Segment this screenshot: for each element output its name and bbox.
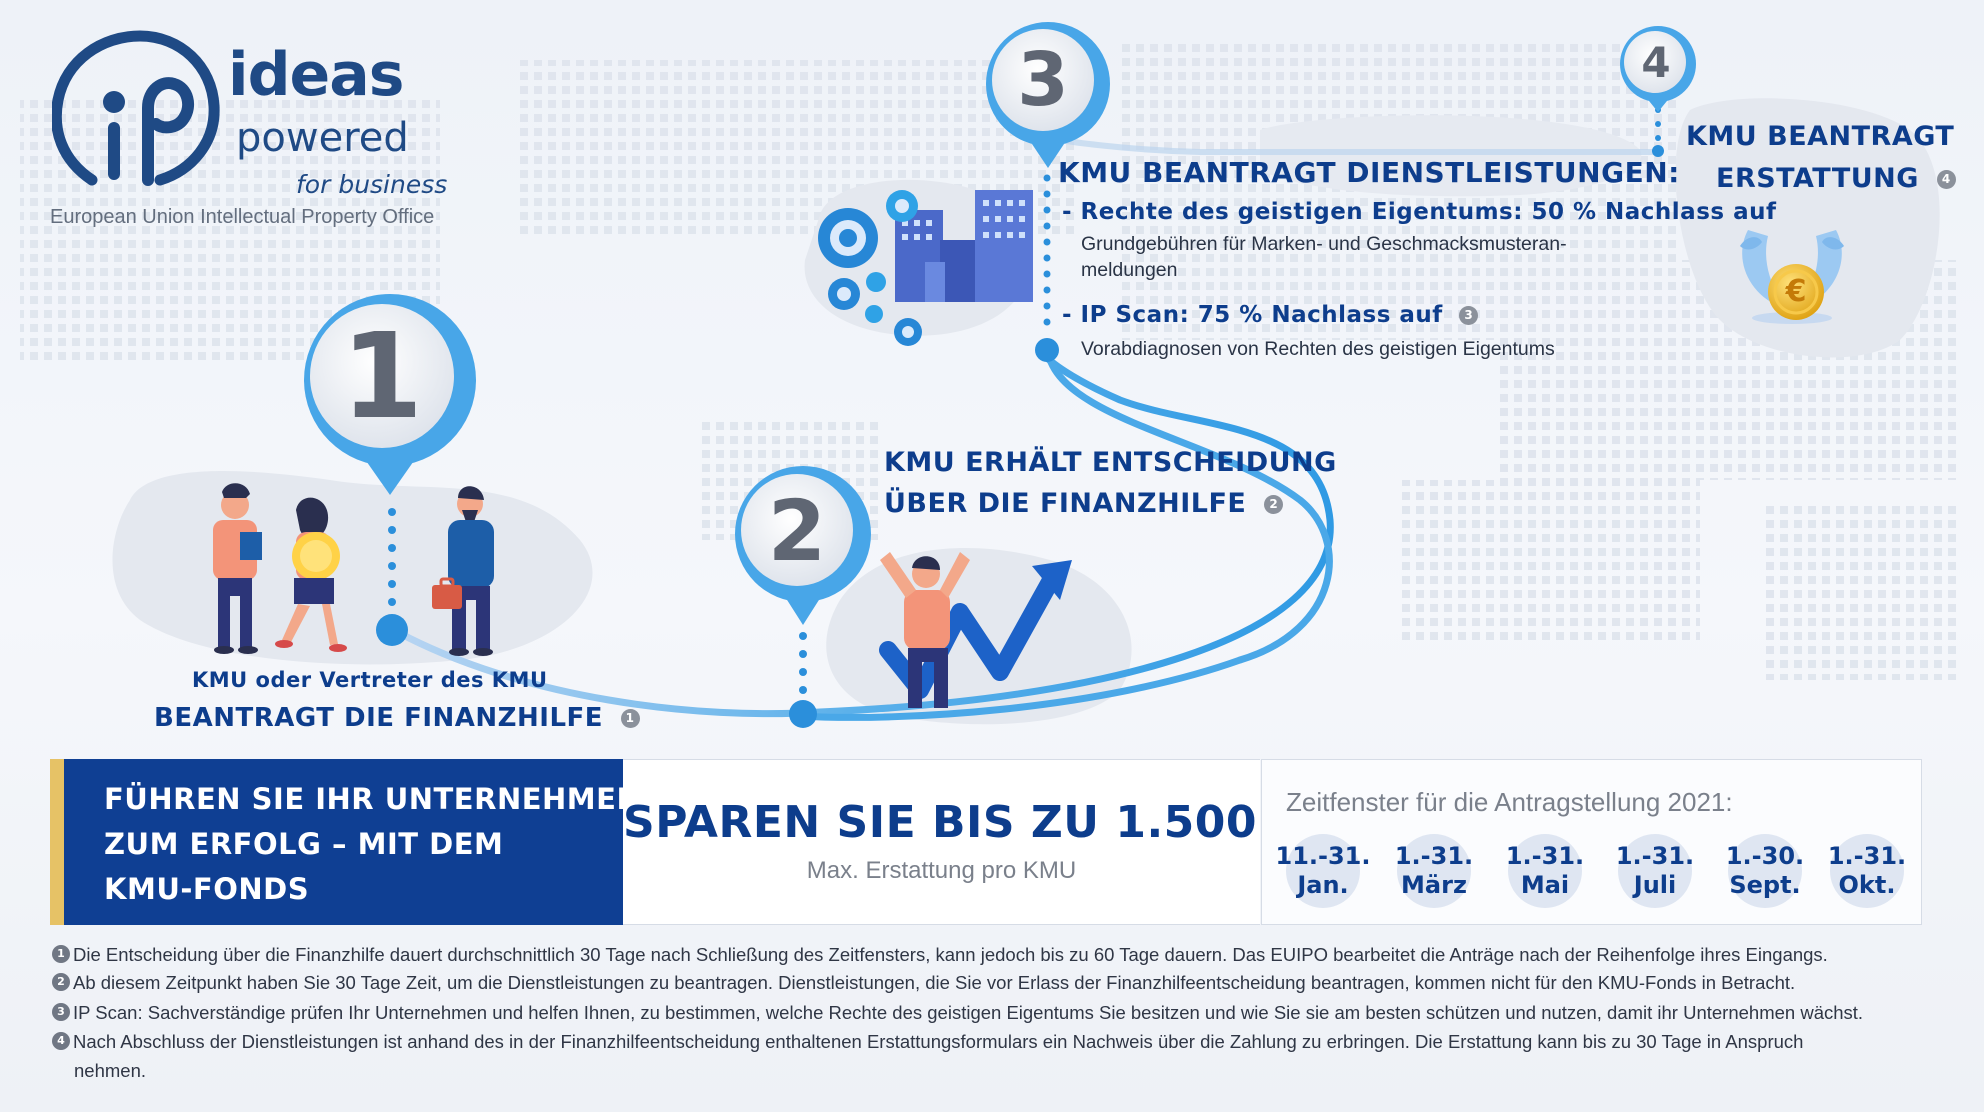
coin-illustration: [1740, 230, 1844, 324]
footnote-2: 2 Ab diesem Zeitpunkt haben Sie 30 Tage Z…: [52, 968, 1795, 997]
window-jan-month: Jan.: [1297, 871, 1349, 899]
window-okt-dates: 1.-31.: [1827, 842, 1907, 870]
window-circle-5: [1728, 834, 1802, 908]
step-2-line2: ÜBER DIE FINANZHILFE 2: [884, 487, 1284, 521]
step-1-line2: BEANTRAGT DIE FINANZHILFE 1: [154, 701, 640, 735]
step-1-line1: KMU oder Vertreter des KMU: [192, 668, 548, 692]
footnote-3-badge: 3: [1459, 306, 1479, 325]
step-4-line2: ERSTATTUNG 4: [1716, 162, 1956, 196]
pin-1-shape: [304, 294, 476, 495]
footnote-1-number: 1: [52, 945, 70, 964]
step-1-number: 1: [340, 307, 424, 445]
window-mai-dates: 1.-31.: [1505, 842, 1585, 870]
footnote-4-text: Nach Abschluss der Dienstleistungen ist …: [73, 1031, 1804, 1052]
logo-word-powered: powered: [236, 115, 409, 161]
window-maerz-month: März: [1401, 871, 1467, 899]
ideas-powered-logo-icon: [52, 30, 220, 186]
step-3-heading: KMU BEANTRAGT DIENSTLEISTUNGEN:: [1058, 156, 1680, 189]
euro-coin-symbol: €: [1785, 274, 1807, 309]
window-circle-3: [1508, 834, 1582, 908]
window-circle-1: [1286, 834, 1360, 908]
logo-org-name: European Union Intellectual Property Off…: [50, 206, 435, 228]
window-juli-month: Juli: [1633, 871, 1677, 899]
footnote-3-text: IP Scan: Sachverständige prüfen Ihr Unte…: [73, 1002, 1864, 1023]
step-3-item2-line1: Vorabdiagnosen von Rechten des geistigen…: [1081, 338, 1555, 360]
window-sept: 1.-30. Sept.: [1710, 842, 1820, 900]
step-4-number: 4: [1641, 38, 1671, 87]
slogan-line2: ZUM ERFOLG – MIT DEM: [104, 827, 504, 861]
footnote-4-continued: nehmen.: [74, 1060, 146, 1081]
step-3-item1-head: - Rechte des geistigen Eigentums: 50 % N…: [1062, 199, 1777, 225]
window-circle-6: [1830, 834, 1904, 908]
people-illustration: [213, 483, 494, 656]
step-3-item1-line1: Grundgebühren für Marken- und Geschmacks…: [1081, 233, 1567, 255]
step-3-item2-head-text: - IP Scan: 75 % Nachlass auf: [1062, 302, 1443, 328]
window-sept-dates: 1.-30.: [1725, 842, 1805, 870]
pin-3-shape: [986, 22, 1110, 168]
window-circle-4: [1618, 834, 1692, 908]
step-2-line2-text: ÜBER DIE FINANZHILFE: [884, 488, 1247, 519]
banner-savings-panel: SPAREN SIE BIS ZU 1.500 € Max. Erstattun…: [623, 759, 1304, 925]
footnote-3-number: 3: [52, 1003, 70, 1022]
step-2-number: 2: [767, 482, 827, 580]
footnote-1: 1 Die Entscheidung über die Finanzhilfe d…: [52, 940, 1828, 969]
window-circle-2: [1397, 834, 1471, 908]
footnote-1-badge: 1: [620, 709, 640, 728]
banner-slogan-panel: FÜHREN SIE IHR UNTERNEHMEN ZUM ERFOLG – …: [50, 759, 641, 925]
pin-4-shape: [1620, 26, 1696, 112]
step-4-line1: KMU BEANTRAGT: [1686, 121, 1955, 152]
footnote-2-number: 2: [52, 973, 70, 992]
window-maerz: 1.-31. März: [1379, 842, 1489, 900]
step-3-item2-head: - IP Scan: 75 % Nachlass auf 3: [1062, 300, 1479, 330]
window-juli-dates: 1.-31.: [1615, 842, 1695, 870]
windows-title: Zeitfenster für die Antragstellung 2021:: [1286, 787, 1733, 817]
footnote-3: 3 IP Scan: Sachverständige prüfen Ihr Unt…: [52, 998, 1863, 1027]
slogan-line1: FÜHREN SIE IHR UNTERNEHMEN: [104, 782, 642, 816]
success-illustration: [879, 552, 1072, 708]
window-maerz-dates: 1.-31.: [1394, 842, 1474, 870]
window-mai-month: Mai: [1520, 871, 1570, 899]
window-okt-month: Okt.: [1838, 871, 1896, 899]
bottom-banner: FÜHREN SIE IHR UNTERNEHMEN ZUM ERFOLG – …: [50, 759, 1922, 925]
footnote-1-text: Die Entscheidung über die Finanzhilfe da…: [73, 944, 1828, 965]
window-jan: 11.-31. Jan.: [1268, 842, 1378, 900]
step-1-line2-text: BEANTRAGT DIE FINANZHILFE: [154, 703, 604, 733]
step-3-number: 3: [1017, 37, 1069, 123]
window-sept-month: Sept.: [1729, 871, 1801, 899]
savings-title: SPAREN SIE BIS ZU 1.500 €: [623, 797, 1304, 848]
window-okt: 1.-31. Okt.: [1812, 842, 1922, 900]
footnote-2-badge: 2: [1264, 495, 1284, 514]
window-jan-dates: 11.-31.: [1275, 842, 1371, 870]
pin-2-shape: [735, 466, 871, 625]
step-2-line1: KMU ERHÄLT ENTSCHEIDUNG: [884, 447, 1337, 478]
buildings-gears-illustration: [818, 190, 1033, 346]
logo-word-ideas: ideas: [228, 40, 404, 110]
footnote-4-badge: 4: [1936, 170, 1956, 189]
footnote-4: 4 Nach Abschluss der Dienstleistungen ist…: [52, 1027, 1803, 1056]
footnote-4-number: 4: [52, 1032, 70, 1051]
footnote-2-text: Ab diesem Zeitpunkt haben Sie 30 Tage Ze…: [73, 972, 1796, 993]
banner-application-windows: Zeitfenster für die Antragstellung 2021:…: [1261, 759, 1922, 925]
savings-subtitle: Max. Erstattung pro KMU: [806, 857, 1077, 884]
step-4-line2-text: ERSTATTUNG: [1716, 163, 1919, 194]
slogan-line3: KMU-FONDS: [104, 872, 310, 906]
window-mai: 1.-31. Mai: [1490, 842, 1600, 900]
step-3-item1-line2: meldungen: [1081, 259, 1178, 281]
window-juli: 1.-31. Juli: [1600, 842, 1710, 900]
logo-word-for-business: for business: [296, 170, 448, 199]
